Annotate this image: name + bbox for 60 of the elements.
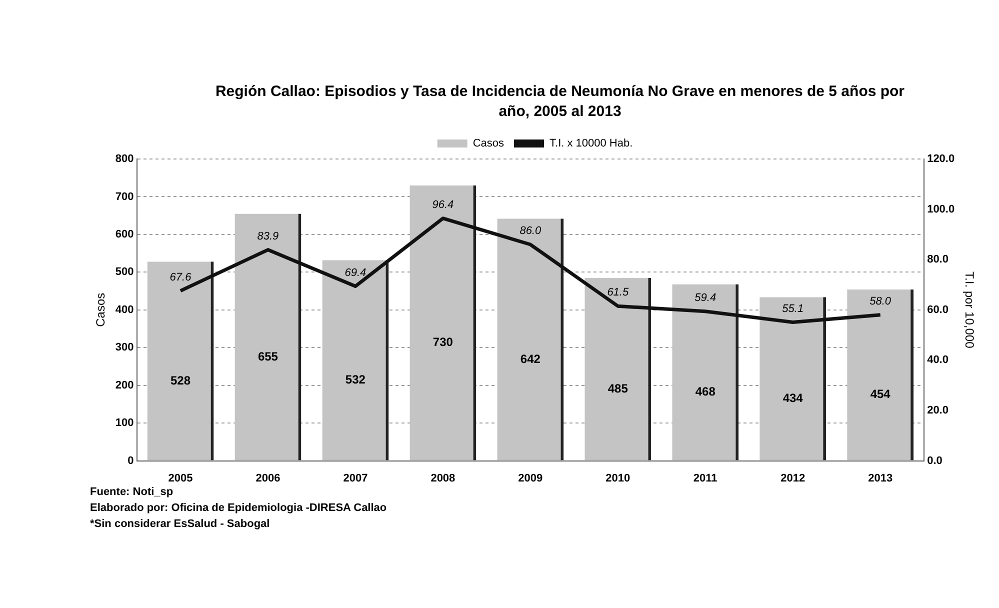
- y-tick-label: 300: [115, 342, 134, 354]
- bar: [234, 214, 298, 460]
- y2-tick-label: 60.0: [927, 304, 948, 316]
- bar: [672, 284, 736, 460]
- y2-tick-label: 120.0: [927, 153, 955, 166]
- bar: [410, 185, 474, 460]
- bar: [847, 290, 911, 460]
- data-label: 86.0: [520, 225, 542, 238]
- x-tick-label: 2010: [606, 472, 630, 484]
- source-note: Fuente: Noti_sp: [90, 485, 174, 500]
- y-tick-label: 400: [115, 304, 134, 316]
- data-label: 468: [695, 384, 716, 399]
- legend-label: Casos: [472, 138, 505, 150]
- text: Elaborado por: Oficina de Epidemiologia -DIRESA Callao: [90, 501, 387, 516]
- y2-tick-label: 20.0: [927, 404, 948, 417]
- y-tick-label: 100: [115, 417, 134, 430]
- x-tick-label: 2006: [256, 472, 280, 484]
- bar: [760, 297, 824, 460]
- x-tick-label: 2009: [518, 472, 543, 484]
- data-label: 655: [258, 349, 278, 364]
- y-tick-label: 800: [115, 153, 134, 166]
- bar: [497, 218, 561, 460]
- y-tick-label: 0: [128, 454, 134, 467]
- text: *Sin considerar EsSalud - Sabogal: [90, 517, 271, 532]
- data-label: 61.5: [607, 286, 630, 299]
- x-tick-label: 2008: [430, 472, 456, 484]
- data-label: 730: [432, 335, 454, 350]
- y-tick-label: 600: [115, 228, 134, 240]
- y2-tick-label: 80.0: [927, 254, 948, 266]
- data-label: 434: [782, 391, 804, 405]
- data-label: 528: [170, 373, 191, 388]
- x-tick-label: 2005: [168, 472, 193, 484]
- y2-tick-label: 0.0: [927, 454, 942, 467]
- data-label: 58.0: [870, 295, 892, 308]
- legend-label: T.I. x 10000 Hab.: [550, 138, 633, 150]
- y-tick-label: 700: [115, 190, 134, 203]
- y-axis-title: Casos: [94, 292, 108, 327]
- data-label: 532: [345, 372, 366, 387]
- y2-tick-label: 40.0: [927, 354, 948, 366]
- data-label: 83.9: [257, 230, 279, 242]
- y2-tick-label: 100.0: [927, 203, 955, 216]
- y2-axis-title: T.I. por 10,000: [962, 272, 976, 349]
- data-label: 67.6: [170, 271, 192, 284]
- bar: [584, 278, 648, 460]
- data-label: 55.1: [782, 302, 804, 315]
- bar: [147, 262, 211, 460]
- data-label: 69.4: [344, 266, 366, 279]
- bar: [322, 260, 386, 460]
- data-label: 96.4: [432, 198, 454, 211]
- y-tick-label: 200: [115, 379, 134, 392]
- data-label: 59.4: [694, 292, 716, 304]
- x-tick-label: 2011: [693, 472, 718, 484]
- x-tick-label: 2012: [780, 472, 806, 484]
- chart-title: Región Callao: Episodios y Tasa de Incidencia de Neumonía No Grave en menores de 5 años por año, 2005 al 2013: [214, 82, 906, 122]
- data-label: 454: [870, 387, 891, 402]
- y-tick-label: 500: [115, 266, 134, 278]
- x-tick-label: 2013: [868, 472, 893, 484]
- x-tick-label: 2007: [343, 472, 368, 484]
- data-label: 485: [608, 381, 628, 396]
- data-label: 642: [520, 352, 541, 366]
